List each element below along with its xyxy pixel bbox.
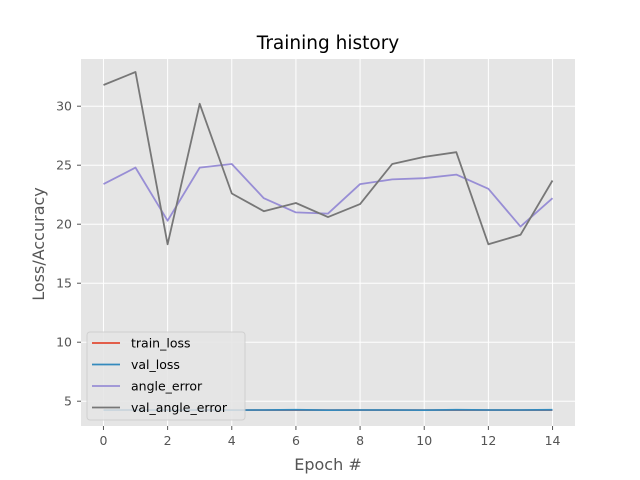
series-line-val-angle-error [103,71,554,246]
legend-box [86,331,246,421]
series-line-angle-error [103,163,554,228]
x-tick-label: 6 [292,433,300,448]
y-tick-label: 15 [56,276,72,291]
y-tick-label: 5 [64,394,72,409]
x-tick-label: 12 [480,433,496,448]
x-tick-label: 2 [164,433,172,448]
x-axis-label: Epoch # [294,455,361,474]
x-tick-label: 14 [545,433,561,448]
x-tick-label: 8 [356,433,364,448]
legend-label: angle_error [131,379,203,394]
chart-title: Training history [256,33,400,54]
x-tick-label: 4 [228,433,236,448]
y-tick-label: 10 [56,335,72,350]
legend-label: val_angle_error [131,400,228,415]
legend-label: train_loss [131,336,191,351]
legend: train_loss val_loss angle_error val_angle_e… [86,331,246,421]
y-tick-label: 20 [56,217,72,232]
x-tick-label: 10 [416,433,432,448]
axis-ticks: 0 2 4 6 8 10 12 14 5 10 15 20 25 30 [56,99,560,448]
y-axis-label: Loss/Accuracy [29,187,48,301]
y-tick-label: 25 [56,158,72,173]
x-tick-label: 0 [99,433,107,448]
y-tick-label: 30 [56,99,72,114]
legend-label: val_loss [131,357,180,372]
